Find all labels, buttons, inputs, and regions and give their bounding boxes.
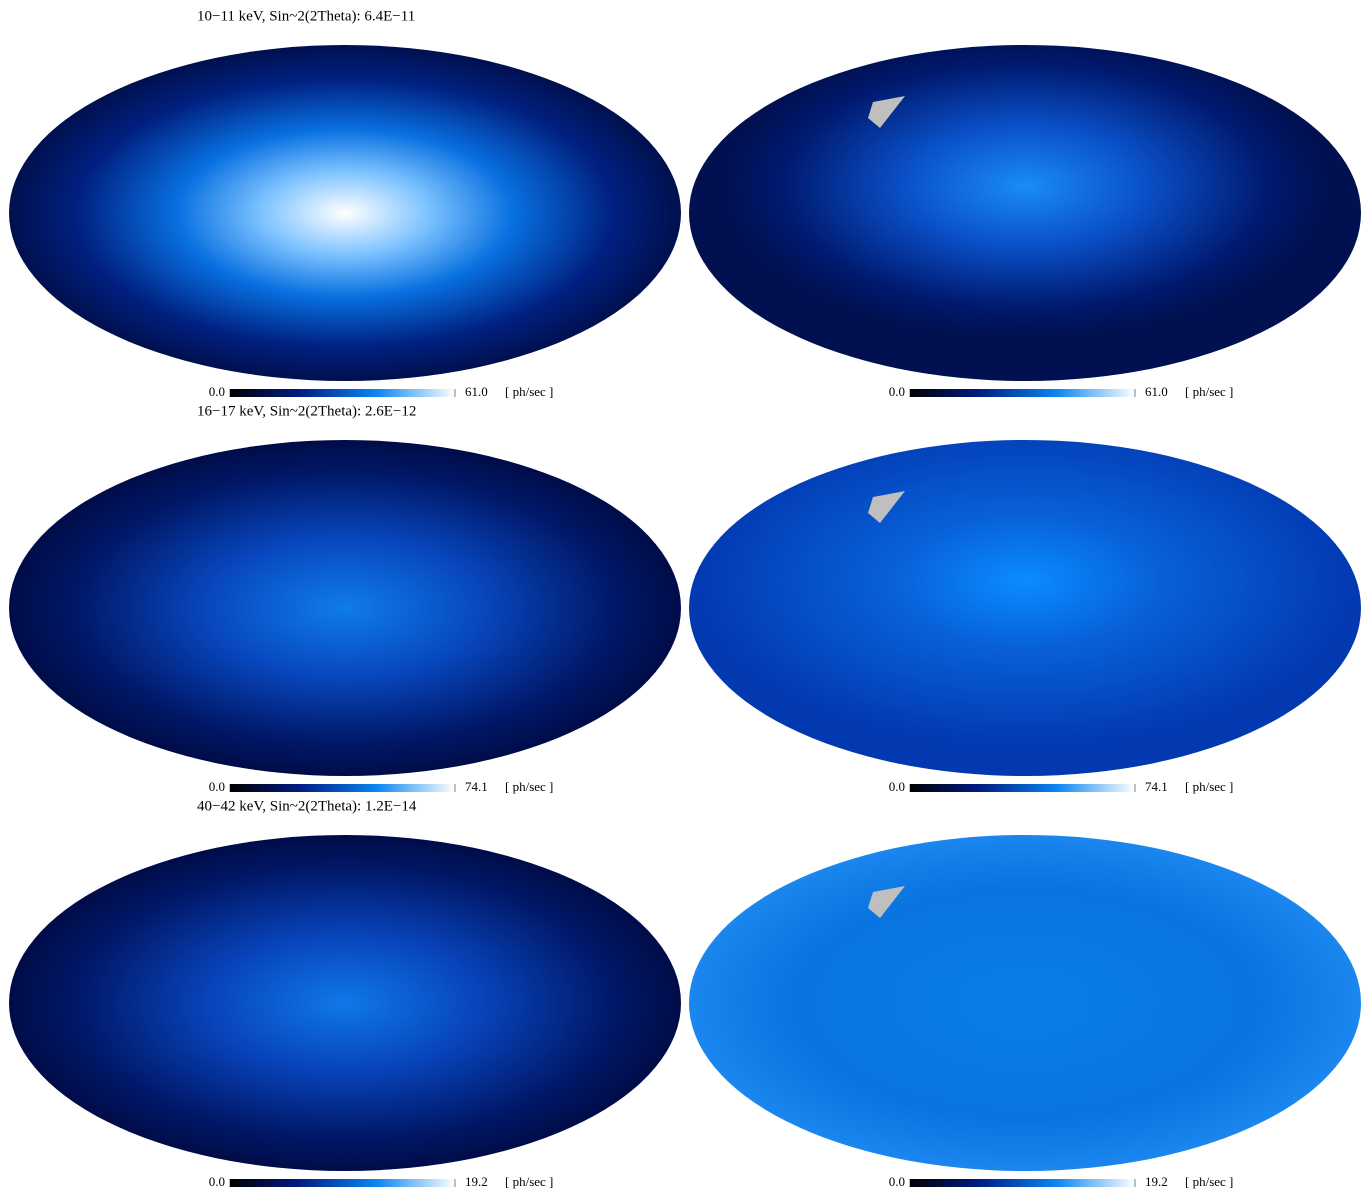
colorbar (910, 389, 1135, 397)
figure: 10−11 keV, Sin~2(2Theta): 6.4E−11 0.0 61.0… (0, 0, 1369, 1192)
map-title: 10−11 keV, Sin~2(2Theta): 6.4E−11 (197, 8, 415, 24)
colorbar-label: 61.0 (1145, 384, 1168, 399)
sky-map (9, 440, 681, 776)
colorbar-label: 74.1 (465, 779, 488, 794)
colorbar-unit: [ ph/sec ] (1185, 384, 1233, 399)
colorbar-label: 0.0 (209, 779, 225, 794)
sky-map (689, 45, 1361, 381)
colorbar-unit: [ ph/sec ] (505, 1174, 553, 1189)
map-title: 40−42 keV, Sin~2(2Theta): 1.2E−14 (197, 798, 417, 814)
colorbar-label: 19.2 (1145, 1174, 1168, 1189)
maps (9, 45, 1361, 1171)
colorbar-unit: [ ph/sec ] (1185, 1174, 1233, 1189)
colorbar-label: 0.0 (209, 384, 225, 399)
sky-map (9, 45, 681, 381)
colorbar (230, 1179, 455, 1187)
sky-map (689, 440, 1361, 776)
colorbar-label: 19.2 (465, 1174, 488, 1189)
colorbar (230, 784, 455, 792)
colorbar-label: 0.0 (889, 1174, 905, 1189)
map-title: 16−17 keV, Sin~2(2Theta): 2.6E−12 (197, 403, 416, 419)
colorbar (910, 1179, 1135, 1187)
colorbar-label: 61.0 (465, 384, 488, 399)
colorbar-unit: [ ph/sec ] (505, 384, 553, 399)
colorbar-unit: [ ph/sec ] (1185, 779, 1233, 794)
colorbar-label: 0.0 (889, 384, 905, 399)
sky-map (9, 835, 681, 1171)
colorbar-label: 0.0 (209, 1174, 225, 1189)
colorbar-unit: [ ph/sec ] (505, 779, 553, 794)
sky-map (689, 835, 1361, 1171)
colorbar-label: 0.0 (889, 779, 905, 794)
colorbar (230, 389, 455, 397)
colorbar-label: 74.1 (1145, 779, 1168, 794)
colorbar (910, 784, 1135, 792)
